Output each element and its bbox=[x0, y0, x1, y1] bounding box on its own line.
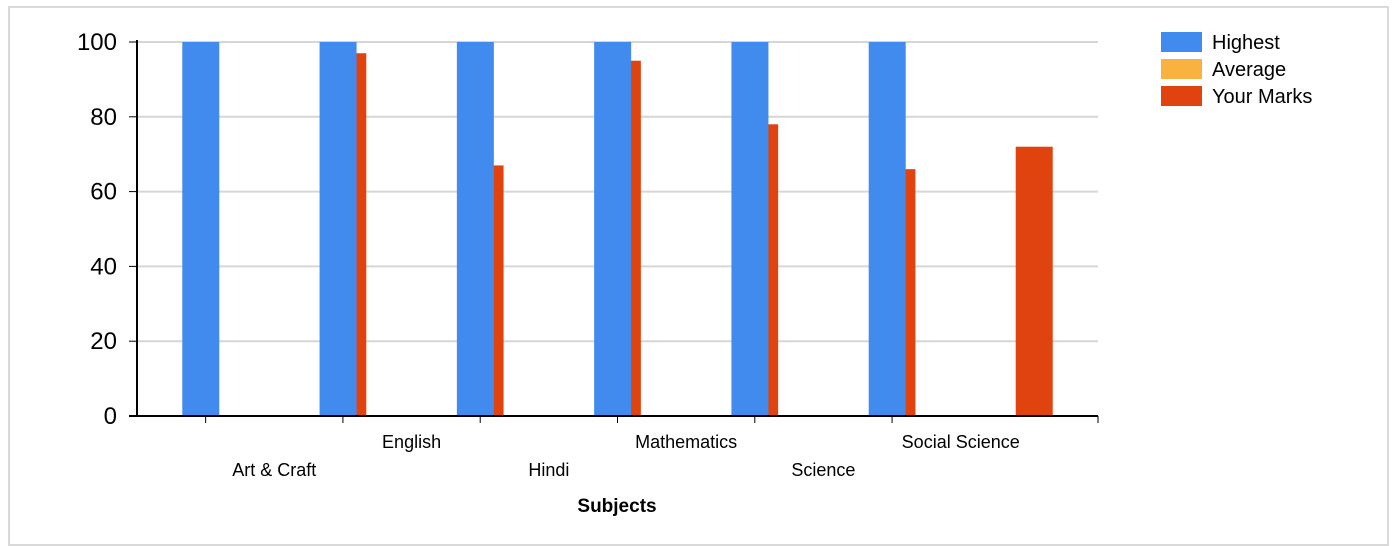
bars bbox=[182, 42, 1053, 416]
x-category-label: Social Science bbox=[902, 432, 1020, 452]
axes bbox=[129, 40, 1099, 423]
legend-label: Your Marks bbox=[1212, 86, 1312, 108]
bar-highest bbox=[456, 42, 494, 416]
bar-highest bbox=[182, 42, 220, 416]
y-tick-label: 80 bbox=[90, 104, 117, 131]
y-tick-label: 20 bbox=[90, 328, 117, 355]
chart-frame bbox=[8, 6, 1389, 546]
bar-highest bbox=[594, 42, 632, 416]
bar-highest bbox=[319, 42, 357, 416]
bar-highest bbox=[731, 42, 769, 416]
y-tick-label: 60 bbox=[90, 179, 117, 206]
bar-highest bbox=[868, 42, 906, 416]
bar-your-marks bbox=[1015, 146, 1053, 416]
y-tick-label: 40 bbox=[90, 253, 117, 280]
legend-label: Highest bbox=[1212, 32, 1280, 54]
x-category-label: Mathematics bbox=[635, 432, 737, 452]
legend-swatch bbox=[1161, 32, 1202, 52]
x-category-label: Science bbox=[791, 460, 855, 480]
y-tick-label: 0 bbox=[104, 403, 117, 430]
legend-swatch bbox=[1161, 59, 1202, 79]
x-axis-categories: Art & Craft English Hindi Mathematics Scienc… bbox=[232, 432, 1019, 480]
x-axis-title: Subjects bbox=[577, 496, 656, 517]
legend-label: Average bbox=[1212, 59, 1286, 81]
legend: Highest Average Your Marks bbox=[1161, 32, 1312, 108]
x-category-label: English bbox=[382, 432, 441, 452]
x-category-label: Hindi bbox=[528, 460, 569, 480]
legend-swatch bbox=[1161, 86, 1202, 106]
x-category-label: Art & Craft bbox=[232, 460, 316, 480]
y-tick-label: 100 bbox=[77, 29, 117, 56]
y-axis-ticks: 0 20 40 60 80 100 bbox=[77, 29, 137, 430]
